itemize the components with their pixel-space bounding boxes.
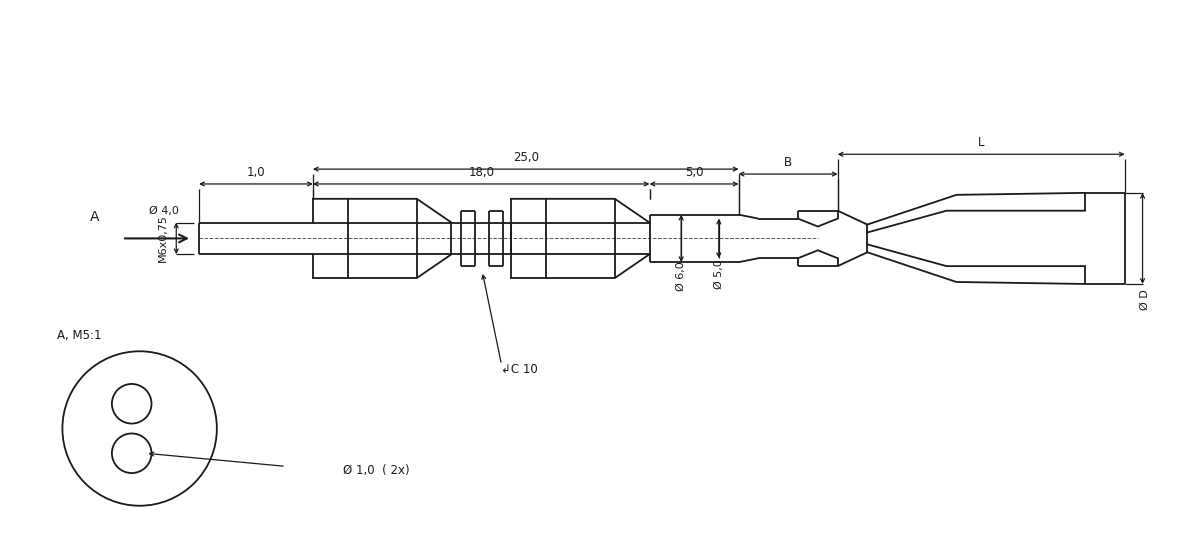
Text: Ø 6,0: Ø 6,0 <box>676 261 686 291</box>
Text: A: A <box>90 210 100 224</box>
Text: Ø 1,0  ( 2x): Ø 1,0 ( 2x) <box>342 463 409 477</box>
Text: 25,0: 25,0 <box>512 151 539 164</box>
Text: ↲C 10: ↲C 10 <box>500 363 538 376</box>
Text: Ø 5,0: Ø 5,0 <box>714 259 724 289</box>
Text: Ø 4,0: Ø 4,0 <box>150 206 179 216</box>
Text: 1,0: 1,0 <box>247 165 265 178</box>
Text: A, M5:1: A, M5:1 <box>58 329 102 342</box>
Text: 5,0: 5,0 <box>685 165 703 178</box>
Text: Ø D: Ø D <box>1140 290 1150 310</box>
Text: 18,0: 18,0 <box>468 165 494 178</box>
Text: M6x0,75: M6x0,75 <box>157 215 167 262</box>
Text: L: L <box>978 136 984 149</box>
Text: B: B <box>784 155 792 169</box>
